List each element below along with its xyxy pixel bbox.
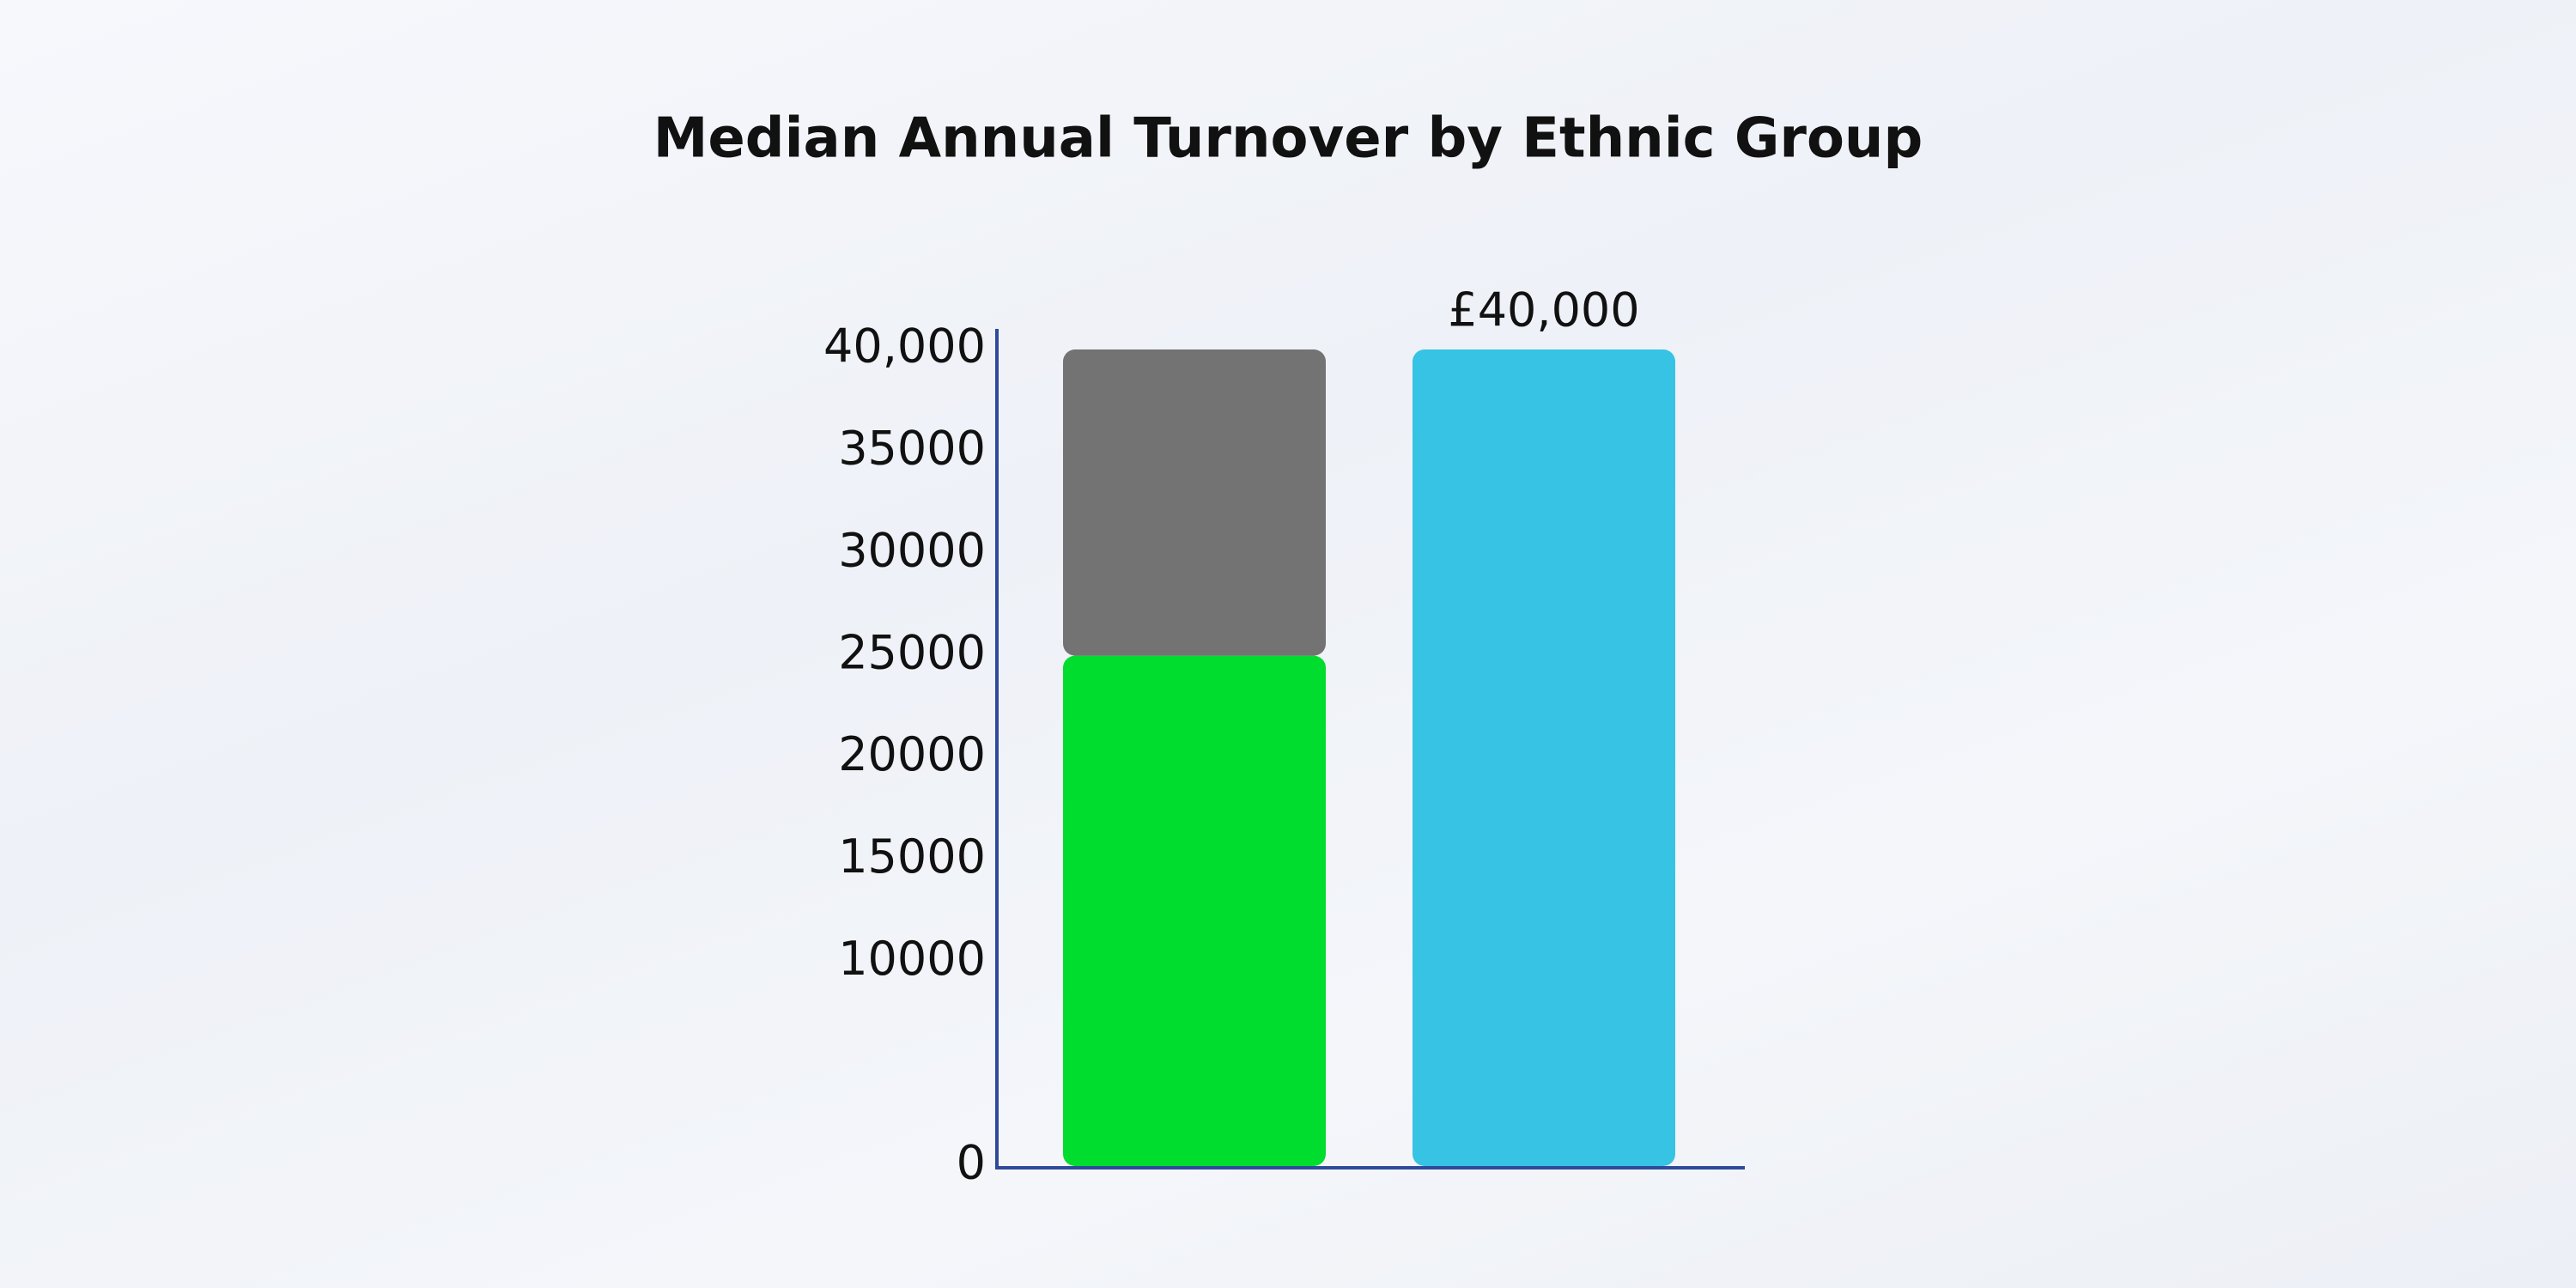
bar (1063, 655, 1326, 1166)
y-tick-label: 15000 (838, 829, 986, 884)
y-tick-label: 30000 (838, 523, 986, 577)
y-tick-label: 40,000 (823, 319, 986, 374)
chart-title: Median Annual Turnover by Ethnic Group (653, 107, 1923, 171)
y-tick-label: 0 (957, 1136, 986, 1190)
bar (1063, 349, 1326, 656)
y-tick-label: 20000 (838, 727, 986, 781)
value-label: £40,000 (1448, 283, 1639, 337)
bar (1413, 349, 1675, 1166)
y-tick-label: 35000 (838, 422, 986, 476)
y-tick-label: 25000 (838, 625, 986, 679)
y-tick-label: 10000 (838, 932, 986, 986)
